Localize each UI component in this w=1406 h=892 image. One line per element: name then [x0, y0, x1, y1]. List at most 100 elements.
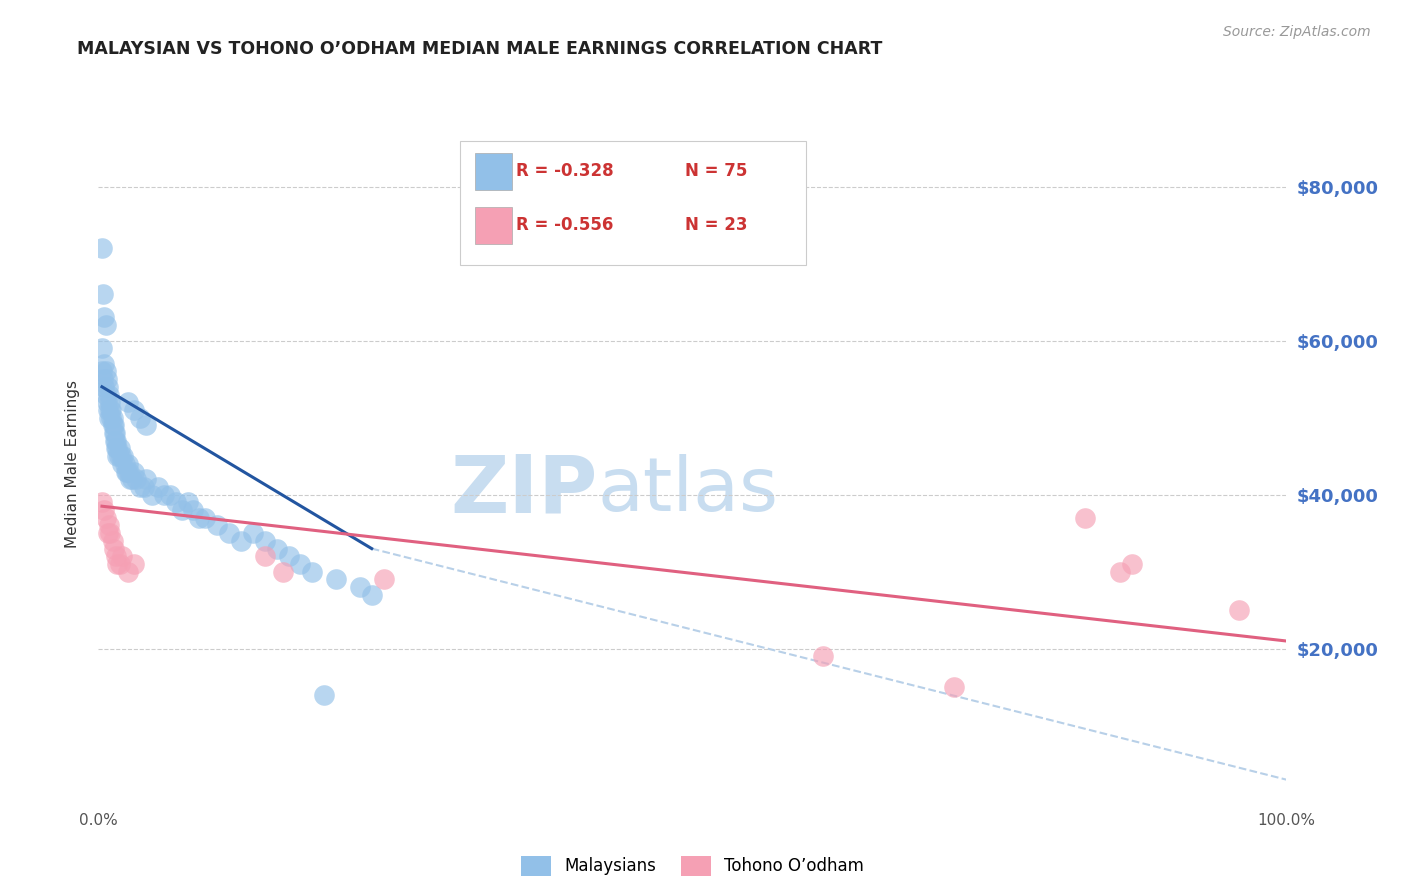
- Point: [94, 387, 117, 401]
- Point: [98, 410, 121, 425]
- Point: [115, 465, 138, 479]
- Point: [1227, 603, 1250, 617]
- Text: N = 75: N = 75: [685, 162, 747, 180]
- Point: [101, 410, 124, 425]
- Point: [373, 573, 395, 587]
- Point: [129, 480, 152, 494]
- Point: [165, 495, 187, 509]
- Point: [93, 380, 115, 394]
- Point: [96, 372, 118, 386]
- Text: MALAYSIAN VS TOHONO O’ODHAM MEDIAN MALE EARNINGS CORRELATION CHART: MALAYSIAN VS TOHONO O’ODHAM MEDIAN MALE …: [77, 40, 883, 58]
- Point: [91, 241, 114, 255]
- Point: [111, 549, 134, 564]
- Point: [91, 372, 114, 386]
- Point: [942, 680, 965, 694]
- Point: [118, 465, 141, 479]
- Point: [91, 287, 114, 301]
- Point: [107, 449, 129, 463]
- Point: [112, 449, 135, 463]
- Point: [114, 465, 136, 479]
- Point: [290, 557, 312, 571]
- Point: [107, 557, 129, 571]
- Point: [122, 557, 145, 571]
- Point: [93, 310, 115, 325]
- Point: [170, 503, 193, 517]
- Point: [253, 549, 276, 564]
- Text: R = -0.556: R = -0.556: [516, 217, 613, 235]
- Point: [97, 380, 120, 394]
- Point: [91, 341, 114, 355]
- Point: [325, 573, 347, 587]
- Point: [101, 533, 124, 548]
- Point: [97, 403, 120, 417]
- Point: [103, 425, 125, 440]
- Text: N = 23: N = 23: [685, 217, 747, 235]
- Point: [101, 418, 124, 433]
- Point: [1073, 510, 1095, 524]
- Point: [105, 434, 128, 448]
- Text: Source: ZipAtlas.com: Source: ZipAtlas.com: [1223, 25, 1371, 39]
- Point: [110, 449, 132, 463]
- Point: [100, 403, 122, 417]
- Point: [94, 510, 117, 524]
- Point: [100, 410, 122, 425]
- Point: [125, 472, 148, 486]
- Point: [93, 357, 115, 371]
- Point: [218, 526, 240, 541]
- Point: [1109, 565, 1132, 579]
- Point: [120, 472, 142, 486]
- Point: [91, 364, 114, 378]
- Point: [811, 649, 834, 664]
- Point: [107, 442, 129, 456]
- Point: [129, 410, 152, 425]
- Point: [253, 533, 276, 548]
- Text: ZIP: ZIP: [450, 452, 598, 530]
- Point: [94, 318, 117, 333]
- Point: [93, 503, 115, 517]
- Point: [301, 565, 323, 579]
- Point: [104, 425, 127, 440]
- Point: [121, 472, 143, 486]
- Point: [98, 395, 121, 409]
- Text: atlas: atlas: [598, 454, 779, 527]
- Point: [135, 472, 157, 486]
- Point: [98, 403, 121, 417]
- Point: [1121, 557, 1143, 571]
- Point: [146, 480, 169, 494]
- Point: [103, 418, 125, 433]
- Point: [117, 457, 139, 471]
- Point: [141, 488, 163, 502]
- Point: [94, 364, 117, 378]
- Point: [105, 549, 128, 564]
- Point: [229, 533, 252, 548]
- Point: [194, 510, 217, 524]
- Point: [271, 565, 294, 579]
- Point: [96, 395, 118, 409]
- Point: [105, 442, 128, 456]
- Point: [103, 541, 125, 556]
- Point: [152, 488, 174, 502]
- Point: [98, 387, 121, 401]
- Point: [176, 495, 198, 509]
- Point: [114, 457, 136, 471]
- Point: [98, 518, 121, 533]
- Point: [314, 688, 336, 702]
- Point: [91, 495, 114, 509]
- Point: [135, 418, 157, 433]
- Point: [98, 526, 121, 541]
- Point: [132, 480, 155, 494]
- Point: [266, 541, 288, 556]
- Point: [188, 510, 211, 524]
- Point: [104, 434, 127, 448]
- Point: [117, 565, 139, 579]
- Point: [349, 580, 371, 594]
- Point: [122, 403, 145, 417]
- Point: [277, 549, 299, 564]
- Point: [108, 442, 131, 456]
- Point: [159, 488, 181, 502]
- Point: [207, 518, 229, 533]
- Point: [242, 526, 264, 541]
- Legend: Malaysians, Tohono O’odham: Malaysians, Tohono O’odham: [515, 849, 870, 882]
- Point: [108, 557, 131, 571]
- Point: [97, 526, 120, 541]
